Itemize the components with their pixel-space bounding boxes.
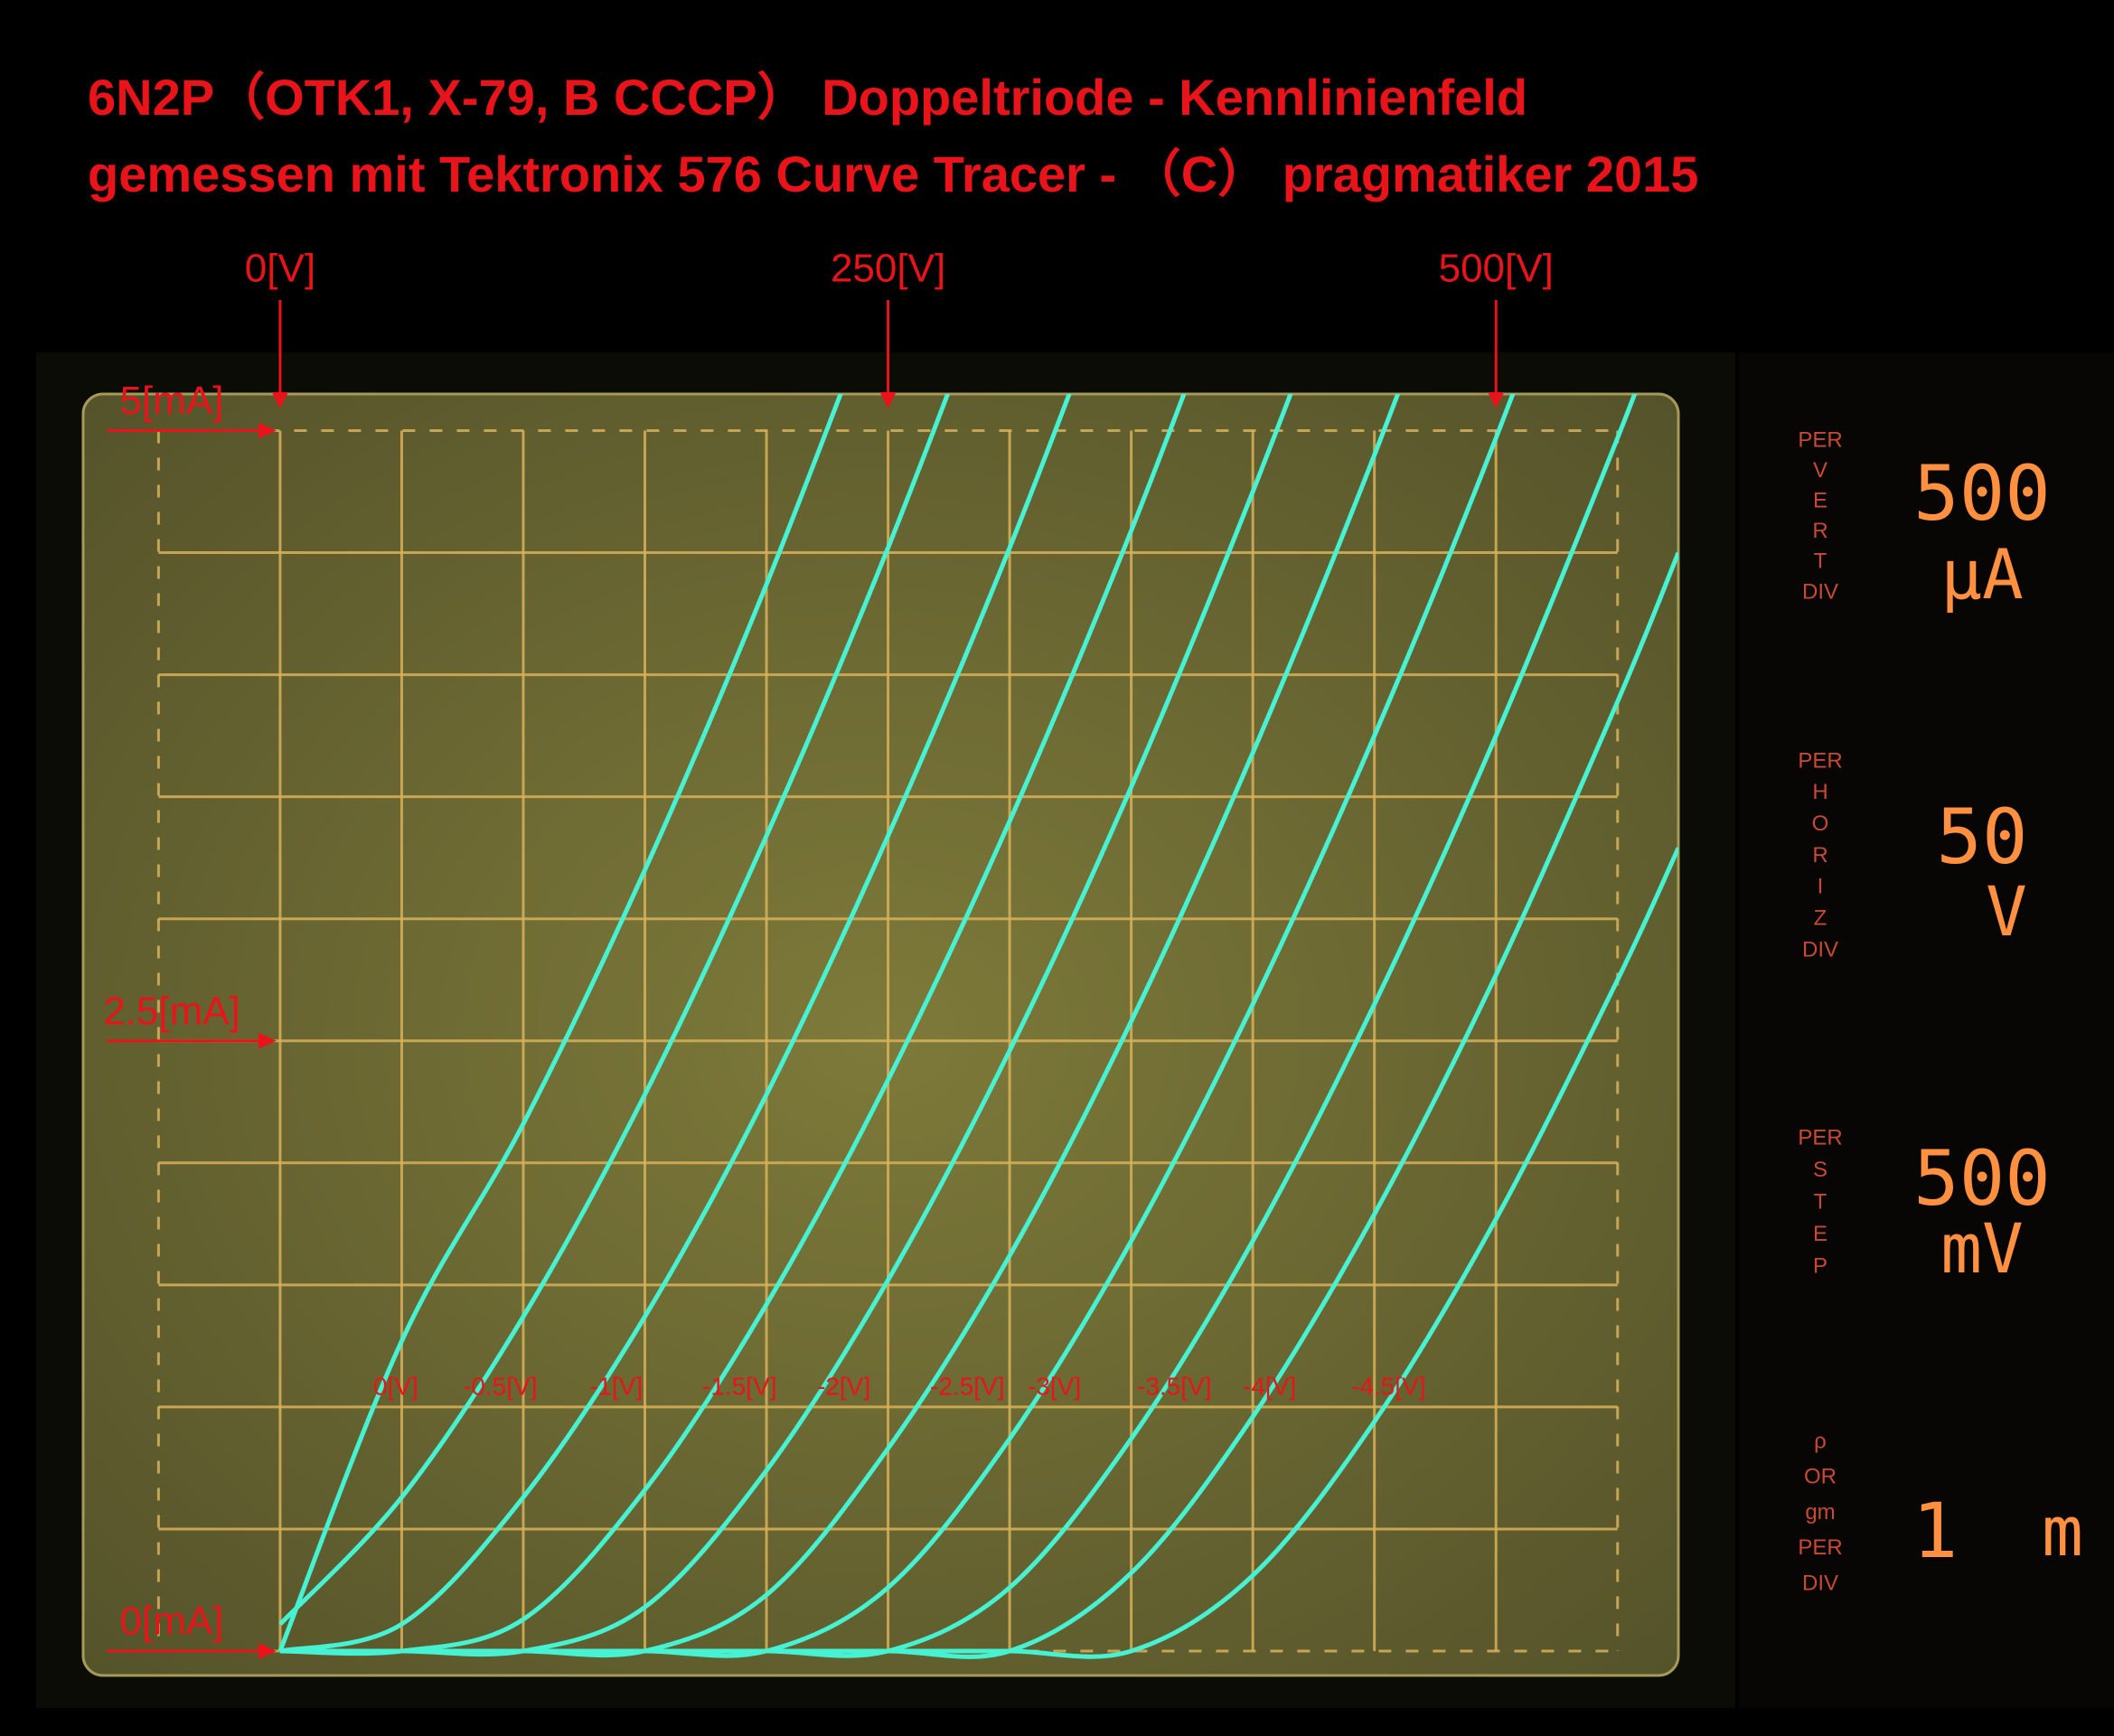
panel-value: 50 [1936,793,2027,881]
y-tick-label: 0[mA] [120,1600,224,1644]
panel-unit: V [1986,871,2027,952]
curve-label: -2.5[V] [930,1372,1004,1400]
arrowhead [258,1642,277,1659]
panel-label: DIV [1802,937,1838,962]
panel-label: E [1813,1222,1827,1246]
curve-label: -1.5[V] [702,1372,776,1400]
y-tick-label: 5[mA] [120,379,224,423]
chart-title: 6N2P（OTK1, X-79, B CCCP） Doppeltriode - … [88,69,1527,126]
panel-value: 1 [1912,1487,1959,1575]
panel-label: T [1814,1189,1827,1214]
panel-unit: m [2042,1491,2083,1572]
panel-label: O [1812,812,1829,836]
side-panel [1739,352,2114,1708]
arrowhead [879,392,897,408]
curve [279,394,1255,1656]
panel-label: PER [1798,748,1842,773]
curve-label: -1[V] [589,1372,643,1400]
panel-label: PER [1798,1125,1842,1150]
curve-label: -2[V] [817,1372,870,1400]
panel-label: PER [1798,1535,1842,1560]
panel-label: I [1818,875,1824,899]
panel-label: gm [1805,1500,1835,1525]
curve [278,394,1012,1627]
panel-label: T [1814,549,1827,574]
curve [279,394,1133,1654]
panel-label: DIV [1802,579,1838,604]
panel-label: Z [1814,906,1827,931]
chart-subtitle: gemessen mit Tektronix 576 Curve Tracer … [88,145,1698,202]
arrowhead [1488,392,1505,408]
panel-label: DIV [1802,1571,1838,1595]
x-tick-label: 250[V] [831,247,945,291]
x-tick-label: 0[V] [245,247,315,291]
curve-label: 0[V] [373,1372,418,1400]
panel-label: PER [1798,427,1842,452]
x-tick-label: 500[V] [1439,247,1554,291]
curve [279,847,1678,1659]
panel-value: 500 [1913,1134,2051,1223]
panel-unit: mV [1940,1208,2024,1289]
curve-label: -3.5[V] [1137,1372,1211,1400]
panel-label: OR [1804,1465,1837,1489]
curve-label: -3[V] [1028,1372,1081,1400]
panel-label: S [1813,1158,1827,1182]
panel-label: ρ [1814,1429,1827,1453]
y-tick-label: 2.5[mA] [103,989,240,1033]
arrowhead [271,392,288,408]
panel-label: P [1813,1253,1827,1278]
panel-label: V [1813,458,1827,483]
crt-screen [81,392,1680,1677]
panel-label: H [1812,780,1827,804]
curve [277,394,890,1652]
panel-unit: µA [1940,534,2024,615]
panel-label: E [1813,489,1827,513]
arrowhead [258,422,277,439]
panel-value: 500 [1913,449,2051,538]
panel-label: R [1812,843,1827,868]
curve-label: -0.5[V] [463,1372,537,1400]
curve-label: -4.5[V] [1351,1372,1425,1400]
panel-label: R [1812,519,1827,543]
arrowhead [258,1032,277,1049]
curve-label: -4[V] [1243,1372,1296,1400]
